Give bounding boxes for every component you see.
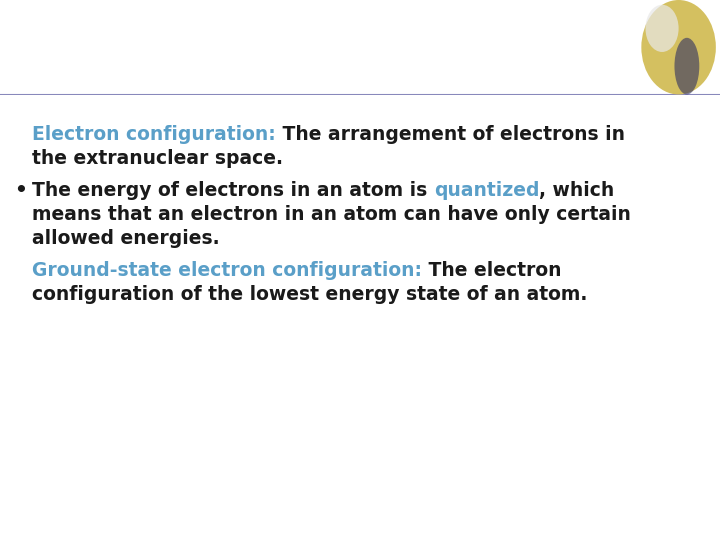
Text: quantized: quantized — [433, 180, 539, 200]
Text: Electron configuration:: Electron configuration: — [32, 125, 276, 144]
Text: The arrangement of electrons in: The arrangement of electrons in — [276, 125, 625, 144]
Text: Electron Configuration: Electron Configuration — [9, 30, 469, 64]
Ellipse shape — [642, 0, 716, 94]
Ellipse shape — [675, 38, 699, 94]
Text: •: • — [14, 180, 27, 200]
Text: allowed energies.: allowed energies. — [32, 228, 220, 248]
Text: , which: , which — [539, 180, 614, 200]
Text: The energy of electrons in an atom is: The energy of electrons in an atom is — [32, 180, 433, 200]
Text: Ground-state electron configuration:: Ground-state electron configuration: — [32, 261, 422, 280]
Ellipse shape — [646, 5, 679, 52]
Text: The electron: The electron — [422, 261, 562, 280]
Text: the extranuclear space.: the extranuclear space. — [32, 148, 283, 167]
Text: configuration of the lowest energy state of an atom.: configuration of the lowest energy state… — [32, 285, 588, 303]
Text: means that an electron in an atom can have only certain: means that an electron in an atom can ha… — [32, 205, 631, 224]
